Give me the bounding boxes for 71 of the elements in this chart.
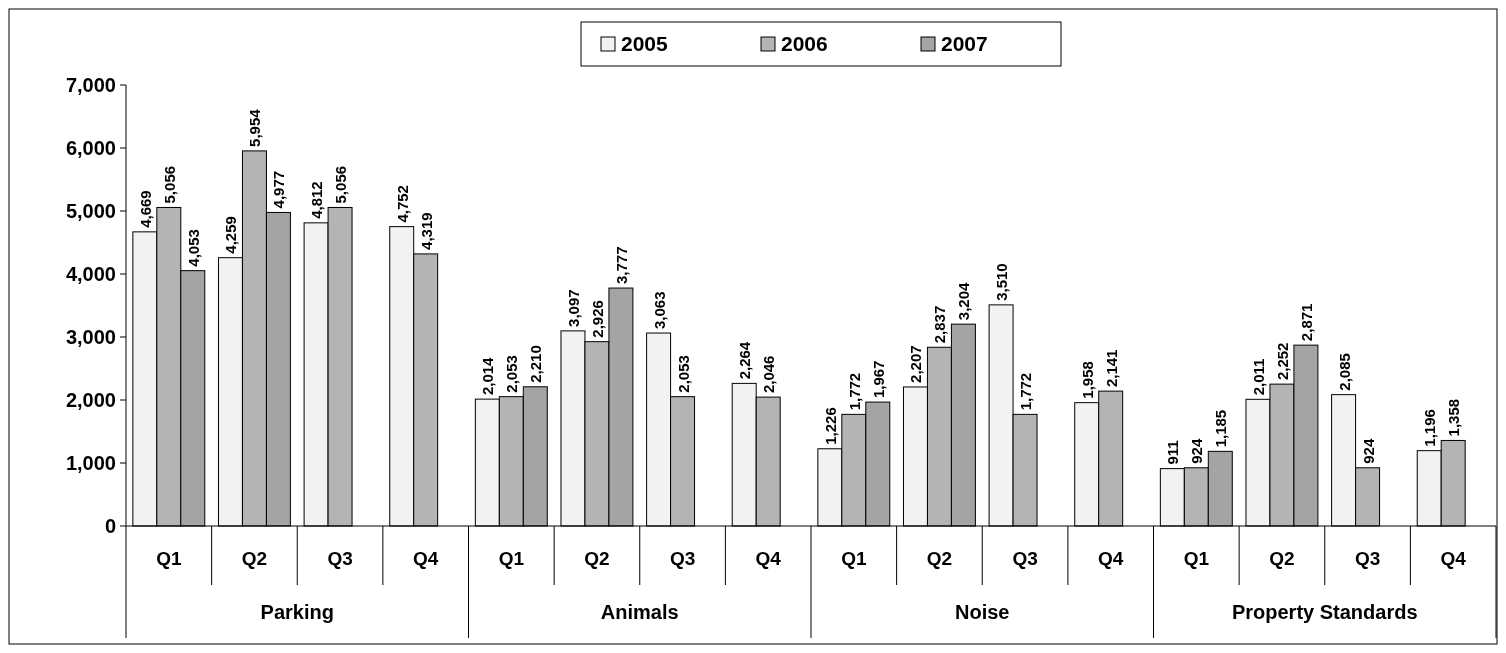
data-label: 2,837 (931, 305, 949, 344)
x-tick-label: Q2 (1269, 547, 1295, 569)
y-tick-label: 1,000 (65, 452, 116, 474)
text: Property Standards (1231, 601, 1418, 623)
data-label: 4,259 (222, 216, 240, 254)
x-tick-label: Q2 (926, 547, 953, 569)
data-label: 4,752 (393, 185, 411, 223)
data-label: 4,053 (184, 229, 202, 267)
data-label: 1,772 (845, 372, 863, 411)
data-label: 1,185 (1212, 409, 1230, 448)
x-tick-label: Q1 (498, 547, 525, 569)
y-tick-label: 2,000 (65, 389, 116, 411)
data-label: 3,097 (564, 289, 582, 327)
data-label: 1,358 (1445, 398, 1463, 437)
x-tick-label: Q3 (327, 547, 353, 569)
data-label: 2,252 (1273, 342, 1291, 381)
x-tick-label: Q2 (241, 547, 268, 569)
y-tick-label: 6,000 (65, 137, 116, 159)
x-tick-label: Q3 (1012, 547, 1038, 569)
data-label: 3,063 (650, 291, 668, 330)
text: Parking (260, 601, 334, 623)
x-tick-label: Q2 (584, 547, 610, 569)
data-label: 1,967 (869, 360, 887, 399)
data-label: 4,319 (417, 212, 435, 250)
data-label: 5,954 (246, 108, 264, 147)
x-tick-label: Q3 (1354, 547, 1381, 569)
x-tick-label: Q4 (755, 547, 782, 569)
legend-label: 2006 (781, 32, 828, 56)
data-label: 2,926 (588, 300, 606, 338)
legend-label: 2007 (941, 32, 988, 56)
x-tick-label: Q1 (841, 547, 867, 569)
data-label: 1,226 (821, 407, 839, 445)
data-label: 1,772 (1017, 372, 1035, 411)
data-label: 4,977 (270, 170, 288, 209)
data-label: 5,056 (160, 165, 178, 204)
data-label: 1,196 (1421, 409, 1439, 447)
text: Animals (600, 601, 679, 623)
x-tick-label: Q1 (156, 547, 182, 569)
data-label: 2,871 (1297, 303, 1315, 342)
data-label: 2,264 (736, 341, 754, 380)
data-label: 911 (1164, 440, 1182, 465)
y-tick-label: 5,000 (65, 200, 116, 222)
x-tick-label: Q4 (1098, 547, 1124, 569)
data-label: 924 (1188, 438, 1206, 464)
data-label: 2,210 (527, 345, 545, 383)
data-label: 4,669 (136, 190, 154, 228)
data-label: 924 (1359, 438, 1377, 464)
data-label: 2,141 (1102, 349, 1120, 388)
legend-label: 2005 (621, 32, 669, 56)
y-tick-label: 7,000 (65, 74, 116, 96)
x-tick-label: Q4 (1440, 547, 1467, 569)
data-label: 2,053 (503, 355, 521, 393)
x-tick-label: Q1 (1183, 547, 1210, 569)
data-label: 2,053 (674, 355, 692, 393)
data-label: 2,207 (907, 345, 925, 383)
data-label: 5,056 (332, 165, 350, 204)
y-tick-label: 0 (104, 515, 116, 537)
data-label: 1,958 (1078, 361, 1096, 399)
data-label: 3,510 (993, 263, 1011, 301)
y-tick-label: 4,000 (65, 263, 116, 285)
data-label: 2,046 (760, 355, 778, 394)
x-tick-label: Q3 (669, 547, 696, 569)
data-label: 4,812 (308, 181, 326, 219)
y-tick-label: 3,000 (65, 326, 116, 348)
data-label: 2,085 (1335, 353, 1353, 391)
data-label: 3,777 (612, 246, 630, 285)
data-label: 2,014 (479, 356, 497, 396)
x-tick-label: Q4 (413, 547, 439, 569)
data-label: 2,011 (1249, 358, 1267, 396)
text: Noise (955, 601, 1010, 623)
data-label: 3,204 (955, 281, 973, 321)
